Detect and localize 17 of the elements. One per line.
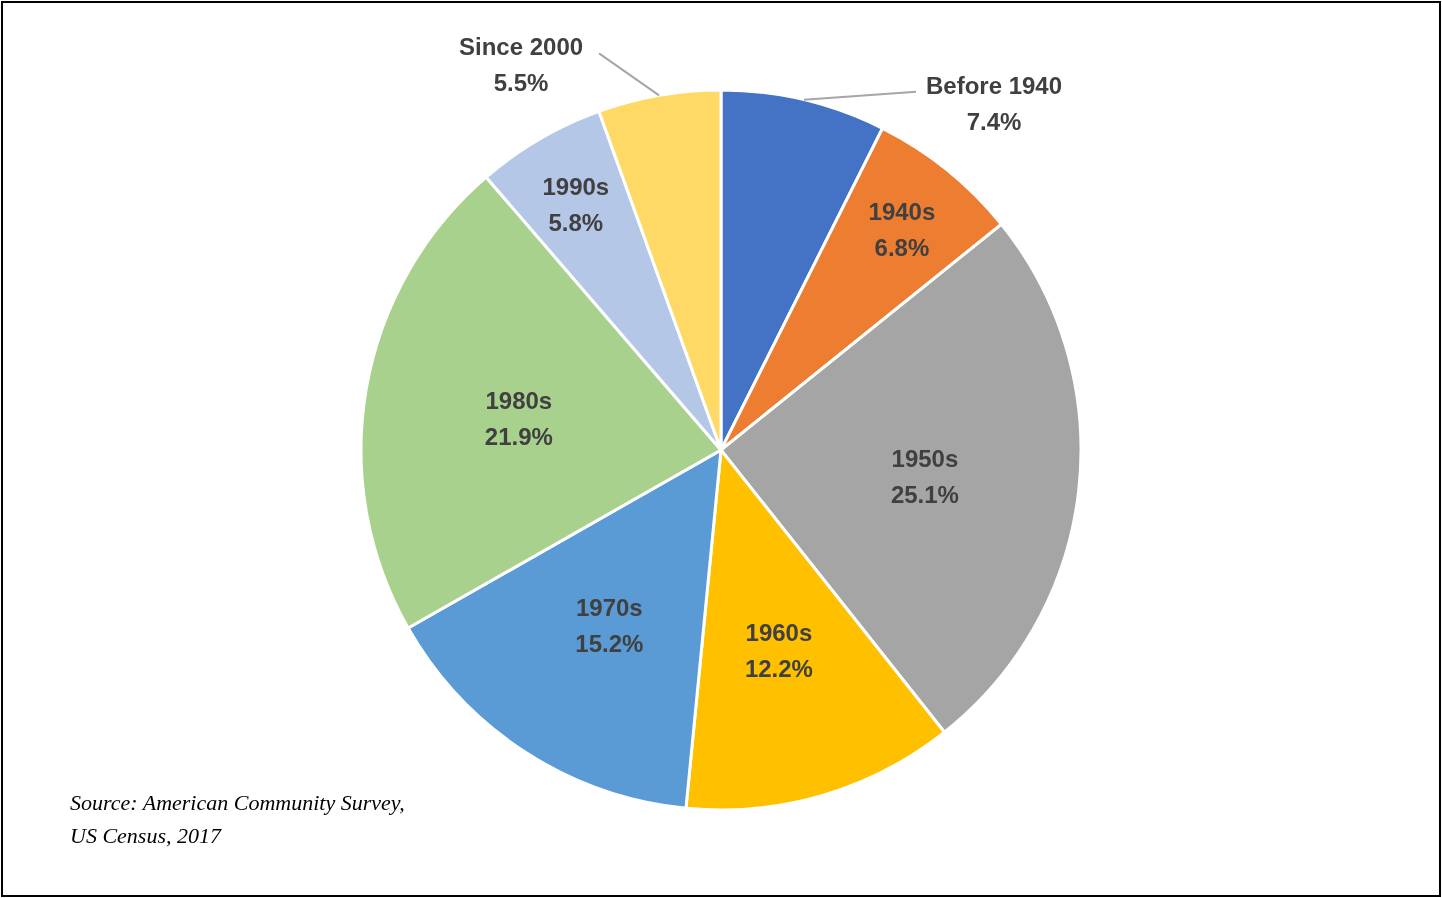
slice-label: 1950s — [891, 444, 959, 472]
data-label: 12.2% — [744, 654, 813, 682]
slice-label: 1960s — [745, 618, 813, 646]
data-label: 6.8% — [874, 233, 930, 261]
data-label: 25.1% — [890, 480, 959, 508]
data-label: 5.8% — [548, 209, 604, 237]
data-label: 5.5% — [493, 69, 549, 97]
source-note: Source: American Community Survey, US Census, 2017 — [70, 790, 405, 848]
data-label: 21.9% — [484, 423, 553, 450]
data-label: 7.4% — [966, 107, 1022, 135]
slice-label: Before 1940 — [925, 71, 1063, 99]
data-label: 15.2% — [575, 630, 644, 658]
slice-label: 1940s — [868, 197, 936, 225]
slice-label: 1970s — [575, 594, 643, 622]
slice-label: 1980s — [485, 387, 553, 414]
slice-label: 1990s — [542, 173, 610, 201]
slice-label: Since 2000 — [459, 33, 584, 61]
